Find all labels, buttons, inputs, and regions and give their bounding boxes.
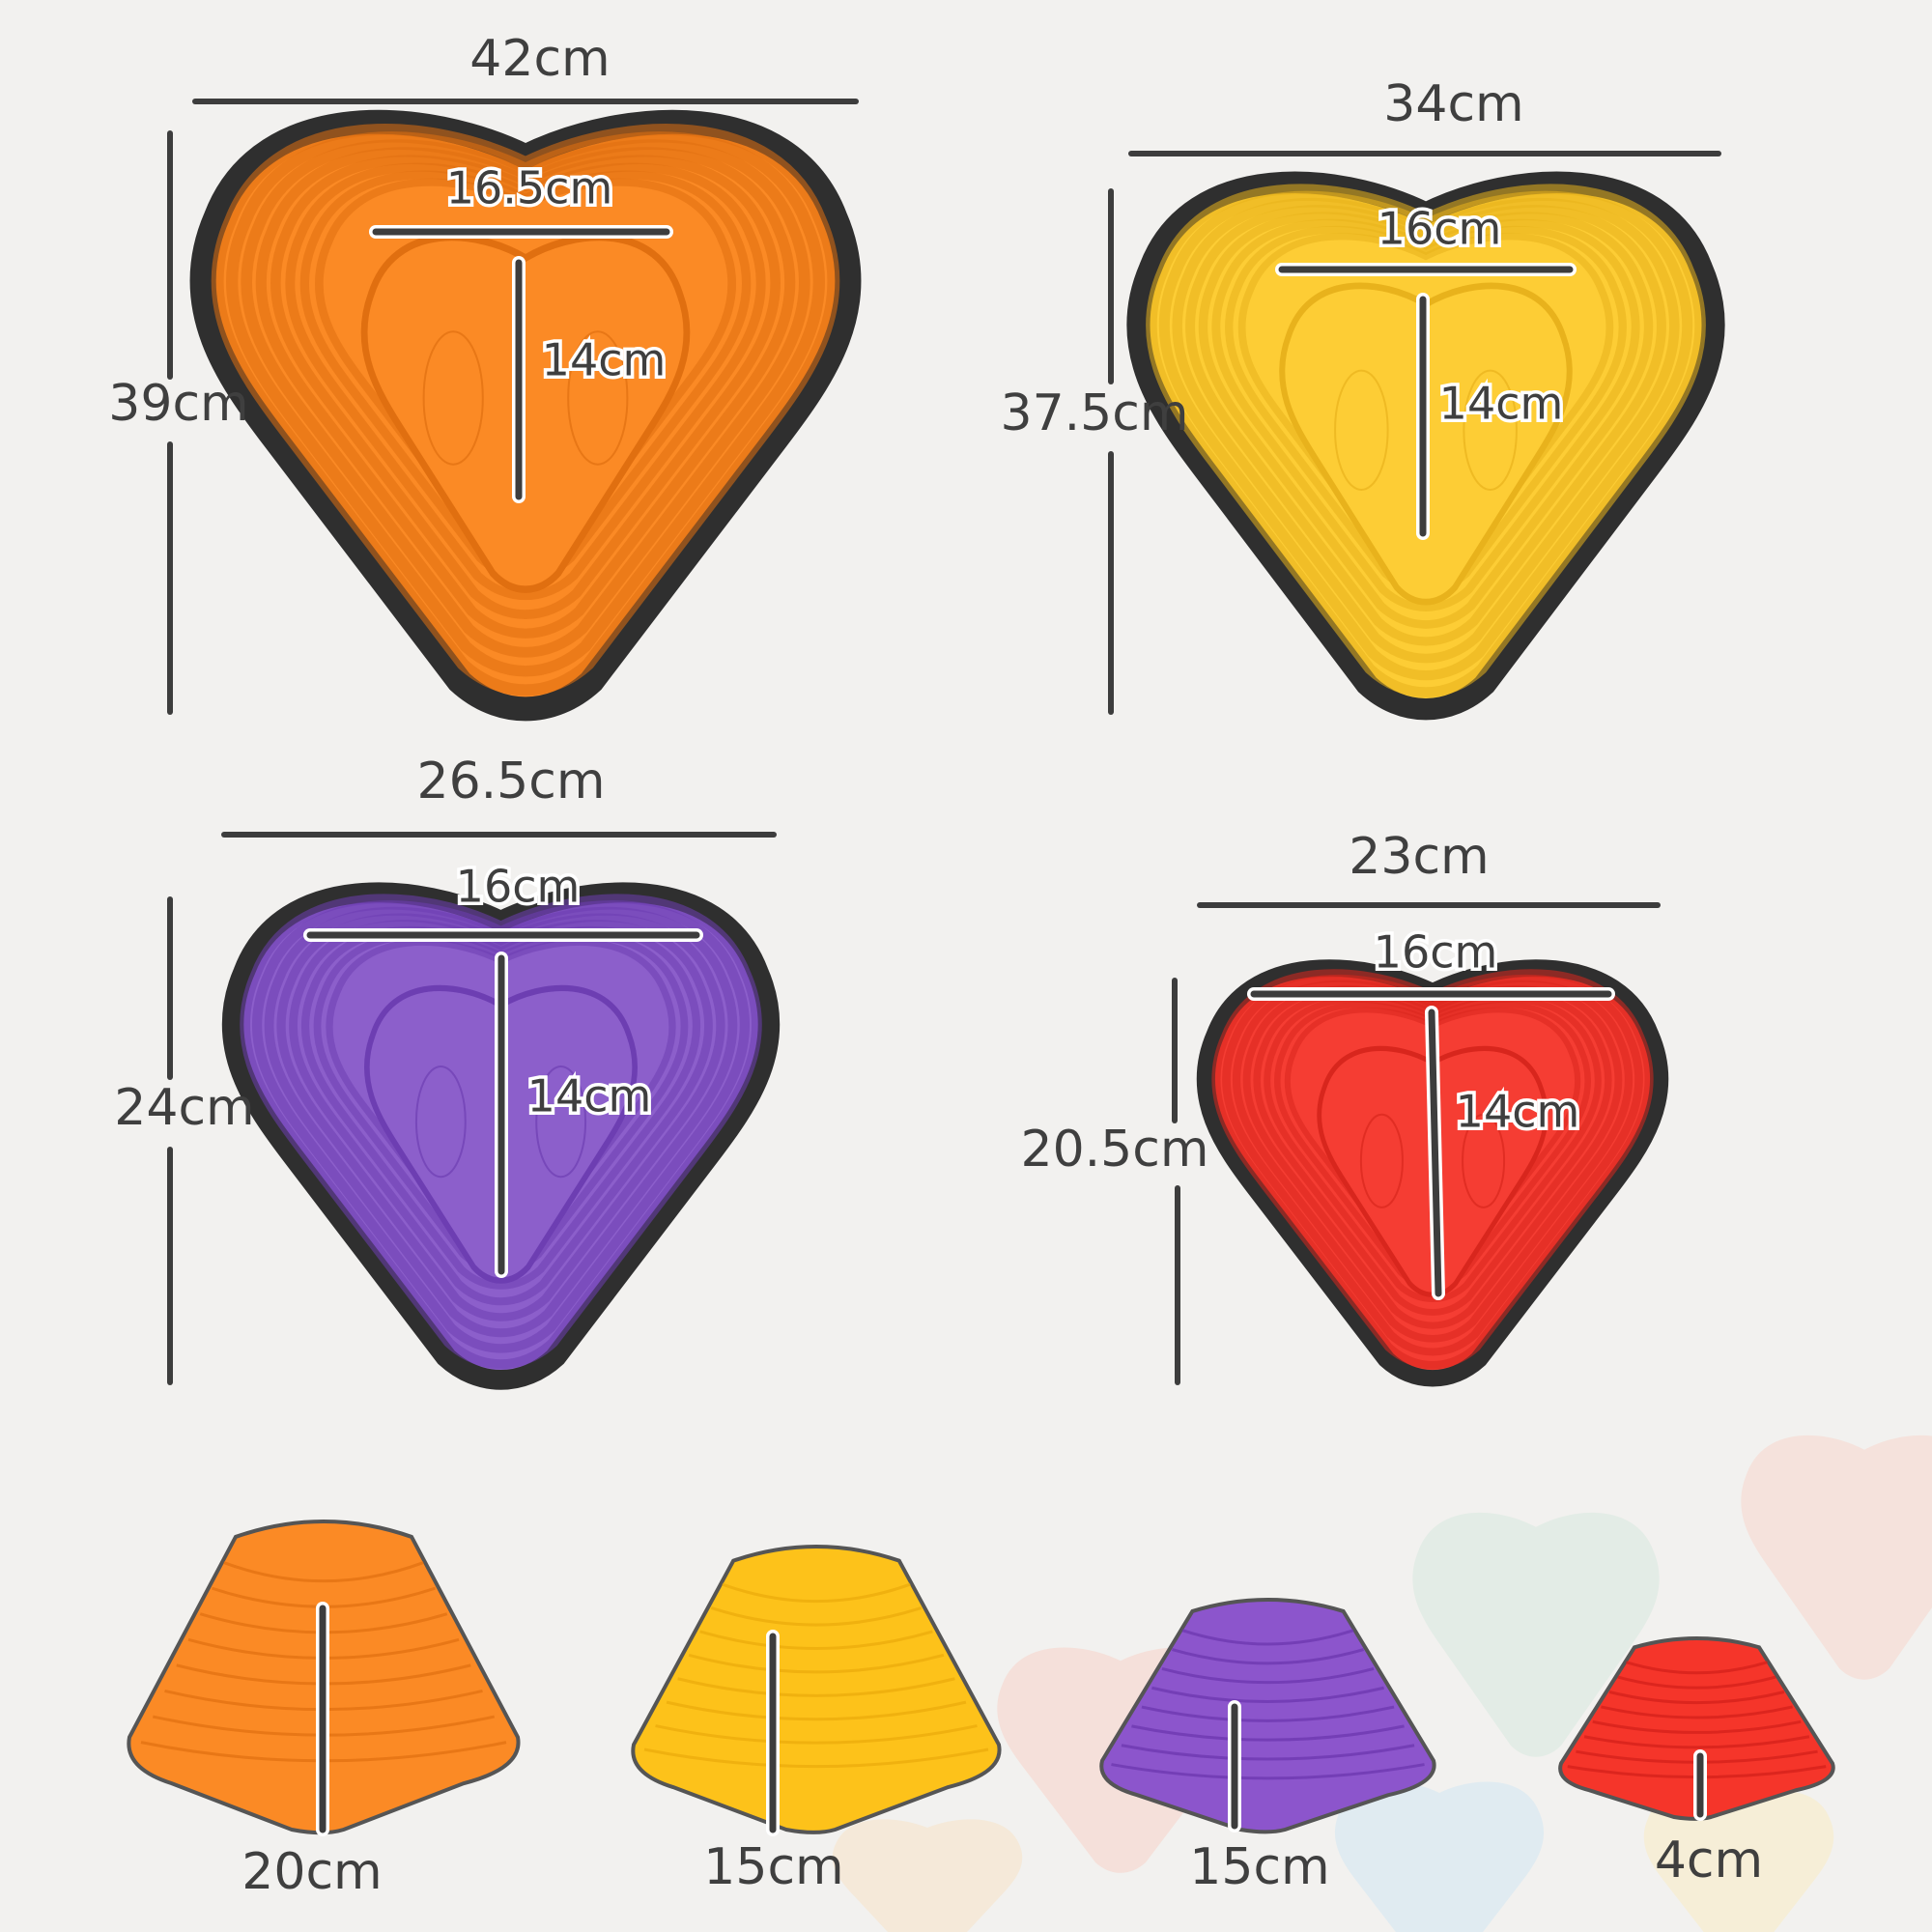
- ridge-line: [1608, 1690, 1785, 1705]
- heart-stone-top-view: [233, 893, 769, 1380]
- heart-stone-side-view: [1558, 1636, 1835, 1821]
- heart-stone-side-view: [1099, 1598, 1436, 1834]
- ridge-line: [1161, 1666, 1375, 1685]
- ridge-line: [688, 1653, 945, 1674]
- ridge-line: [710, 1606, 923, 1627]
- inner-height-label: 14cm: [1439, 378, 1564, 430]
- ridge-line: [677, 1677, 955, 1697]
- side-height-label: 15cm: [1189, 1838, 1329, 1896]
- ridge-line: [722, 1582, 911, 1604]
- width-label: 26.5cm: [416, 753, 605, 810]
- footprint-icon: [535, 1065, 587, 1179]
- width-label: 23cm: [1349, 828, 1489, 886]
- inner-height-label: 14cm: [527, 1070, 652, 1122]
- width-label: 34cm: [1383, 75, 1523, 133]
- ridge-line: [1592, 1719, 1802, 1734]
- heart-stone-top-view: [1206, 968, 1659, 1378]
- heart-stone-side-view: [631, 1545, 1002, 1834]
- ridge-line: [643, 1747, 989, 1769]
- ridge-line: [1617, 1675, 1776, 1690]
- background-heart: [832, 1819, 1023, 1932]
- stone-body: [631, 1545, 1002, 1834]
- footprint-icon: [1359, 1113, 1404, 1208]
- side-height-label: 15cm: [703, 1838, 843, 1896]
- dimension-group-purple: 26.5cm 24cm 16cm 14cm: [114, 753, 777, 1385]
- side-height-label: 4cm: [1655, 1832, 1763, 1889]
- dimension-group-yellow: 34cm 37.5cm 16cm 14cm: [1000, 75, 1721, 715]
- ridge-line: [223, 1561, 424, 1583]
- ridge-line: [666, 1700, 967, 1721]
- side-height-label: 20cm: [242, 1843, 382, 1901]
- heart-stone-top-view: [203, 122, 848, 709]
- dimension-group-orange: 42cm 39cm 16.5cm 14cm: [108, 30, 859, 715]
- ridge-line: [1121, 1744, 1415, 1761]
- inner-width-label: 16cm: [1378, 203, 1502, 255]
- inner-width-label: 16cm: [456, 861, 581, 913]
- height-label: 24cm: [114, 1079, 254, 1137]
- inner-width-label: 16cm: [1374, 926, 1498, 979]
- footprint-icon: [1463, 369, 1518, 491]
- ridge-line: [1141, 1705, 1395, 1722]
- footprint-icon: [422, 330, 484, 466]
- ridge-line: [1172, 1648, 1364, 1665]
- height-label: 37.5cm: [1000, 384, 1188, 442]
- stone-body: [1099, 1598, 1436, 1834]
- ridge-line: [1601, 1705, 1793, 1719]
- ridge-line: [699, 1630, 933, 1650]
- inner-height-label: 14cm: [542, 334, 667, 386]
- background-heart: [1741, 1435, 1932, 1680]
- inner-height-line: [1428, 1009, 1442, 1297]
- side-dimensions: 20cm 15cm 15cm 4cm: [242, 1602, 1763, 1901]
- ridge-line: [1151, 1686, 1384, 1704]
- footprint-icon: [567, 330, 629, 466]
- heart-stone-top-view: [1138, 183, 1713, 709]
- dimension-group-red: 23cm 20.5cm 16cm 14cm: [1020, 828, 1661, 1385]
- footprint-icon: [414, 1065, 467, 1179]
- ridge-line: [1111, 1763, 1425, 1780]
- inner-height-label: 14cm: [1456, 1086, 1580, 1138]
- ridge-line: [1583, 1735, 1810, 1749]
- ridge-line: [655, 1724, 978, 1745]
- ridge-line: [1625, 1661, 1769, 1675]
- footprint-icon: [1334, 369, 1389, 491]
- inner-width-label: 16.5cm: [446, 162, 613, 214]
- height-label: 20.5cm: [1020, 1121, 1208, 1179]
- width-label: 42cm: [469, 30, 610, 88]
- height-label: 39cm: [108, 375, 248, 433]
- ridge-line: [1181, 1629, 1354, 1646]
- ridge-line: [1131, 1724, 1405, 1742]
- footprint-icon: [1462, 1113, 1506, 1208]
